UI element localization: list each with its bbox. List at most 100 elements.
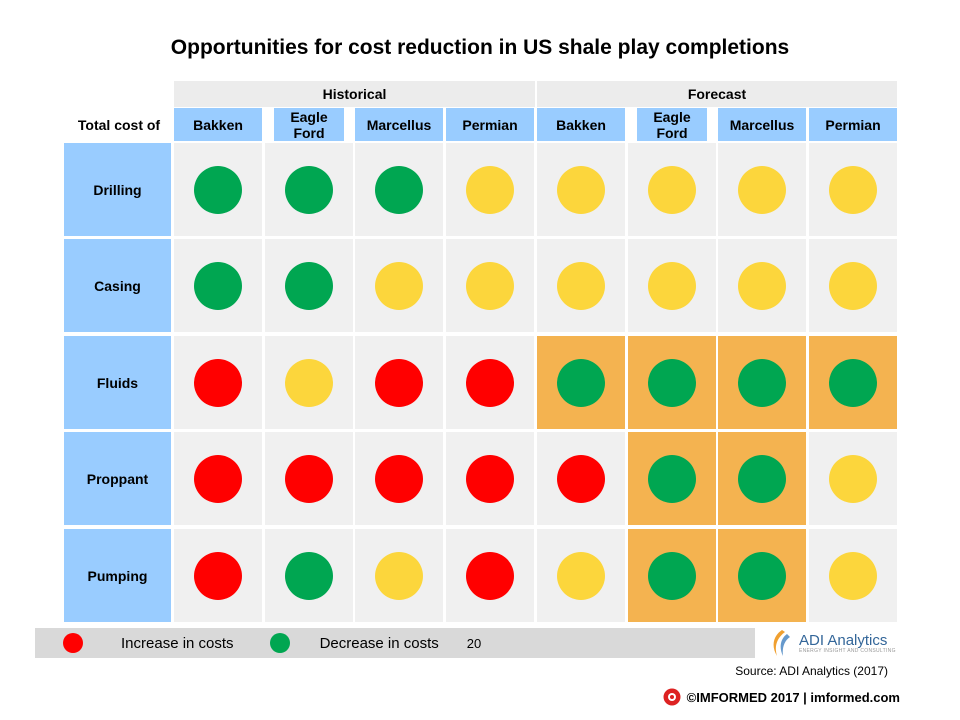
matrix-cell	[537, 529, 625, 622]
row-header: Drilling	[64, 143, 171, 236]
matrix-cell	[174, 143, 262, 236]
matrix-cell	[718, 143, 806, 236]
legend-increase-dot	[63, 633, 83, 653]
matrix-cell	[537, 432, 625, 525]
row-header: Proppant	[64, 432, 171, 525]
matrix-cell	[174, 239, 262, 332]
footer-text: ©IMFORMED 2017 | imformed.com	[686, 689, 900, 705]
status-dot-decrease	[738, 454, 786, 503]
matrix-cell	[355, 143, 443, 236]
matrix-cell	[446, 529, 534, 622]
status-dot-neutral	[738, 165, 786, 214]
footer: ©IMFORMED 2017 | imformed.com	[663, 688, 900, 706]
column-header: Marcellus	[355, 108, 443, 141]
status-dot-neutral	[557, 165, 605, 214]
column-header: Permian	[809, 108, 897, 141]
logo-tagline: ENERGY INSIGHT AND CONSULTING	[799, 647, 896, 654]
status-dot-neutral	[375, 261, 423, 310]
imformed-logo-icon	[663, 688, 681, 706]
matrix-cell	[628, 432, 716, 525]
matrix-cell	[265, 239, 353, 332]
column-header: Bakken	[174, 108, 262, 141]
status-dot-increase	[194, 454, 242, 503]
matrix-cell	[537, 239, 625, 332]
legend-decrease-dot	[269, 633, 290, 653]
matrix-cell	[718, 529, 806, 622]
status-dot-decrease	[285, 261, 333, 310]
status-dot-neutral	[466, 261, 514, 310]
matrix-cell	[355, 529, 443, 622]
matrix-cell	[537, 336, 625, 429]
matrix-cell	[809, 143, 897, 236]
matrix-cell	[355, 432, 443, 525]
status-dot-decrease	[738, 358, 786, 407]
status-dot-neutral	[829, 261, 877, 310]
matrix-cell	[628, 336, 716, 429]
status-dot-decrease	[285, 165, 333, 214]
status-dot-decrease	[648, 454, 696, 503]
column-header: Bakken	[537, 108, 625, 141]
status-dot-neutral	[466, 165, 514, 214]
matrix-cell	[174, 432, 262, 525]
matrix-cell	[174, 529, 262, 622]
legend: Increase in costs Decrease in costs 20	[35, 628, 755, 658]
matrix-cell	[628, 239, 716, 332]
status-dot-decrease	[738, 551, 786, 600]
status-dot-neutral	[738, 261, 786, 310]
status-dot-increase	[194, 358, 242, 407]
group-header-historical: Historical	[174, 81, 535, 107]
status-dot-increase	[466, 551, 514, 600]
matrix-cell	[355, 239, 443, 332]
status-dot-neutral	[648, 261, 696, 310]
matrix-cell	[809, 336, 897, 429]
status-dot-increase	[285, 454, 333, 503]
matrix-cell	[446, 239, 534, 332]
matrix-cell	[446, 432, 534, 525]
column-header: Marcellus	[718, 108, 806, 141]
matrix-cell	[809, 432, 897, 525]
status-dot-decrease	[375, 165, 423, 214]
adi-logo: ADI Analytics ENERGY INSIGHT AND CONSULT…	[765, 626, 900, 660]
status-dot-neutral	[829, 551, 877, 600]
matrix-cell	[809, 529, 897, 622]
status-dot-neutral	[829, 165, 877, 214]
status-dot-neutral	[557, 261, 605, 310]
matrix-cell	[718, 432, 806, 525]
matrix-cell	[809, 239, 897, 332]
status-dot-increase	[375, 454, 423, 503]
row-header: Fluids	[64, 336, 171, 429]
matrix-cell	[718, 336, 806, 429]
matrix-cell	[628, 529, 716, 622]
status-dot-increase	[375, 358, 423, 407]
matrix-cell	[265, 143, 353, 236]
status-dot-increase	[466, 358, 514, 407]
status-dot-decrease	[648, 358, 696, 407]
matrix-cell	[446, 336, 534, 429]
matrix-cell	[628, 143, 716, 236]
chart-title: Opportunities for cost reduction in US s…	[170, 36, 790, 59]
status-dot-decrease	[285, 551, 333, 600]
legend-decrease-label: Decrease in costs	[319, 634, 439, 652]
status-dot-increase	[557, 454, 605, 503]
status-dot-decrease	[648, 551, 696, 600]
status-dot-increase	[194, 551, 242, 600]
status-dot-increase	[466, 454, 514, 503]
status-dot-neutral	[285, 358, 333, 407]
matrix-cell	[265, 336, 353, 429]
adi-logo-icon	[773, 630, 790, 656]
column-header: Permian	[446, 108, 534, 141]
status-dot-neutral	[375, 551, 423, 600]
matrix-cell	[265, 432, 353, 525]
matrix-cell	[265, 529, 353, 622]
column-header: Eagle Ford	[637, 108, 707, 141]
status-dot-decrease	[194, 261, 242, 310]
group-header-forecast: Forecast	[537, 81, 897, 107]
corner-label: Total cost of	[77, 116, 161, 133]
row-header: Casing	[64, 239, 171, 332]
matrix-cell	[174, 336, 262, 429]
status-dot-decrease	[557, 358, 605, 407]
row-header: Pumping	[64, 529, 171, 622]
column-header: Eagle Ford	[274, 108, 344, 141]
matrix-cell	[718, 239, 806, 332]
status-dot-neutral	[557, 551, 605, 600]
